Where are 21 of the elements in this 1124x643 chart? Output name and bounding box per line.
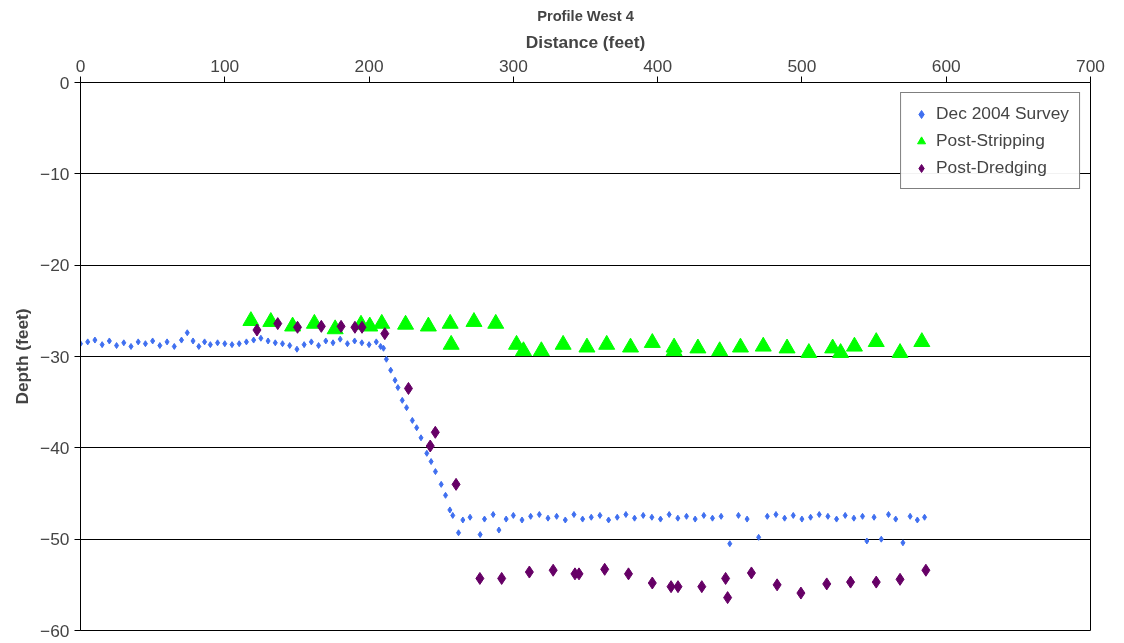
legend-label: Post-Dredging (936, 157, 1047, 178)
x-tick-label: 100 (210, 55, 240, 76)
y-axis-title: Depth (feet) (12, 308, 33, 405)
y-tick-label: −60 (40, 620, 70, 641)
x-tick-label: 700 (1076, 55, 1105, 76)
y-tick-label: −30 (40, 346, 70, 367)
x-tick-label: 500 (787, 55, 817, 76)
y-tick-label: −10 (40, 163, 70, 184)
x-tick-label: 200 (354, 55, 384, 76)
y-tick-label: −50 (40, 529, 70, 550)
x-tick-label: 600 (931, 55, 961, 76)
y-tick-label: −40 (40, 437, 70, 458)
x-tick-label: 300 (498, 55, 528, 76)
legend-label: Dec 2004 Survey (936, 103, 1069, 124)
y-tick-label: −20 (40, 255, 70, 276)
x-tick-label: 400 (643, 55, 673, 76)
x-tick-label: 0 (75, 55, 86, 76)
x-axis-title: Distance (feet) (525, 31, 646, 52)
y-tick-label: 0 (59, 72, 70, 93)
legend-label: Post-Stripping (936, 130, 1045, 151)
chart-title: Profile West 4 (537, 7, 635, 24)
